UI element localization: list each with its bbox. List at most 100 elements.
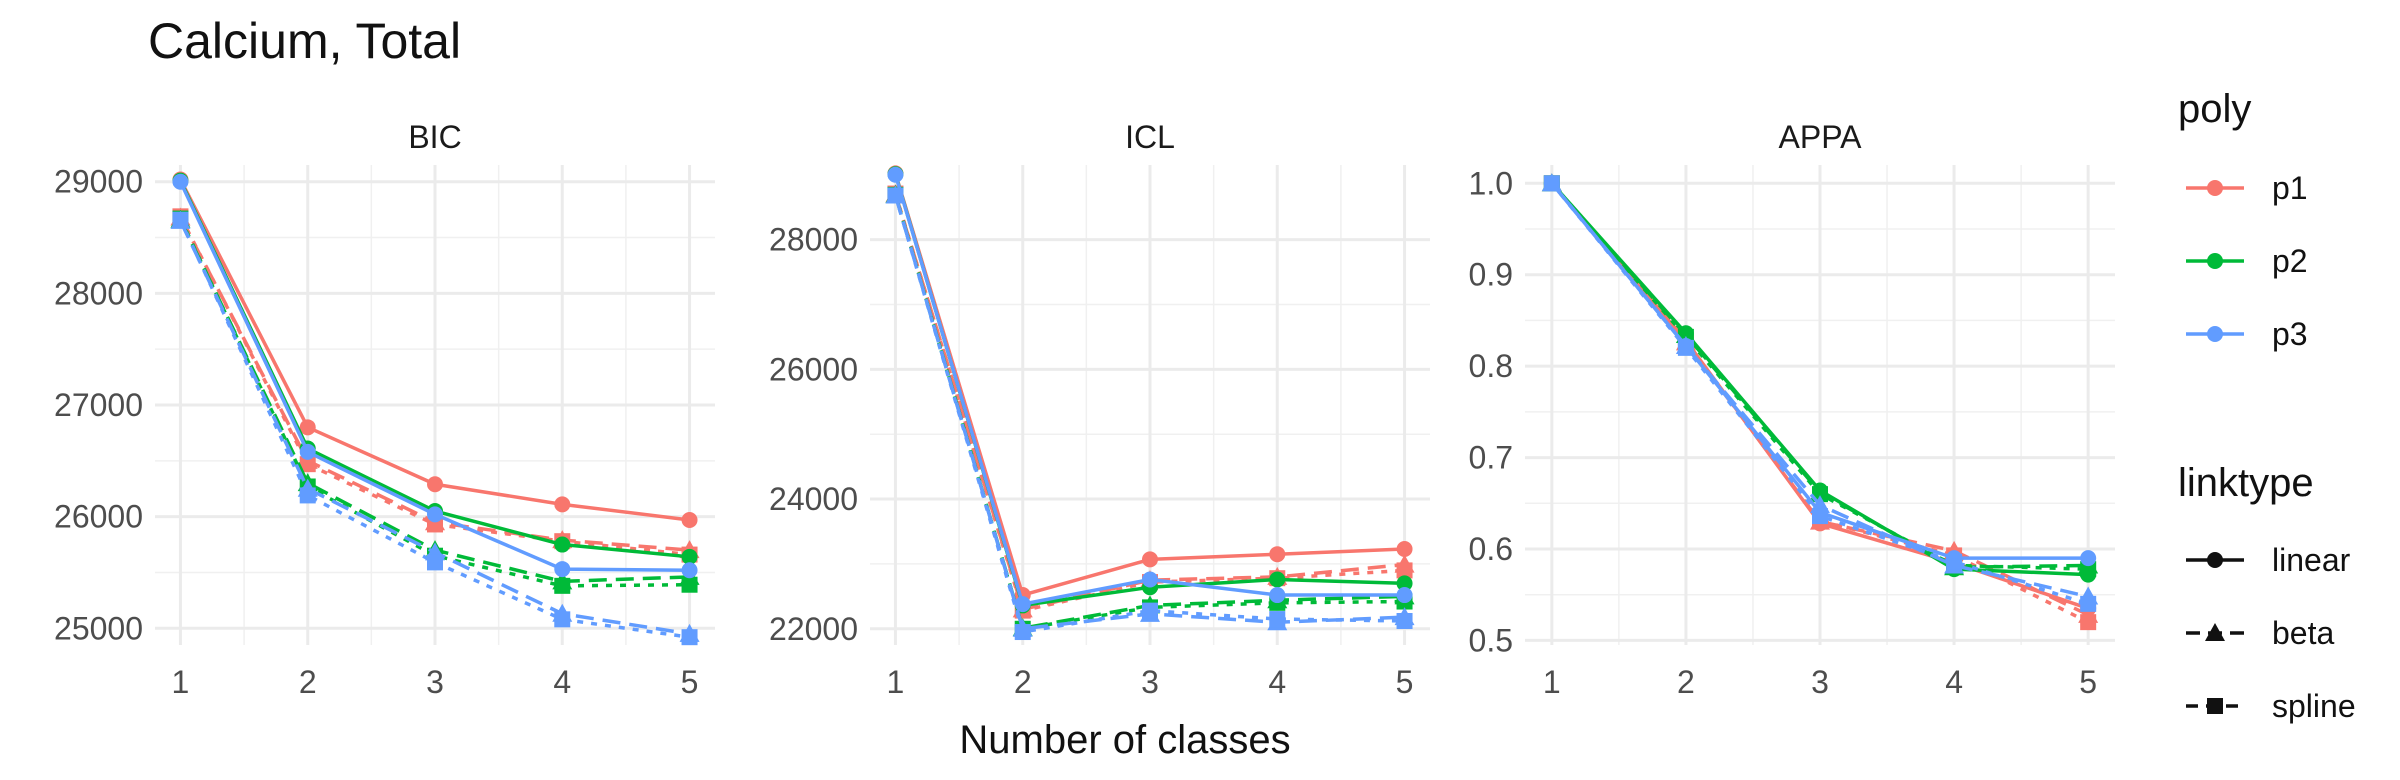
y-tick-label: 29000 (54, 164, 143, 200)
x-tick-label: 3 (1141, 664, 1159, 700)
legend-title-linktype: linktype (2178, 461, 2314, 505)
data-point (554, 536, 571, 553)
series-line (178, 215, 690, 557)
series-p3-linear (887, 166, 1413, 613)
legend-label: beta (2272, 615, 2334, 651)
data-point (1396, 541, 1413, 557)
y-tick-label: 24000 (769, 481, 858, 517)
data-point (299, 443, 316, 460)
y-tick-label: 0.7 (1469, 440, 1513, 476)
facet-label-icl: ICL (1125, 119, 1175, 155)
x-tick-label: 5 (2079, 664, 2097, 700)
legend-item-linear: linear (2186, 542, 2351, 578)
x-tick-label: 4 (553, 664, 571, 700)
series-p3-spline (172, 211, 698, 646)
series-line (893, 193, 1405, 612)
legend-swatch-marker (2205, 623, 2225, 641)
x-tick-label: 5 (681, 664, 699, 700)
panel-bic: 1 2 3 4 5 25000 26000 27000 28000 29000 BIC (54, 119, 715, 700)
legend-label: linear (2272, 542, 2351, 578)
data-point (427, 506, 443, 523)
x-tick-label: 1 (887, 664, 905, 700)
data-point (1269, 611, 1286, 628)
data-point (1014, 624, 1031, 641)
legend-swatch-marker (2207, 180, 2223, 196)
legend-label: p2 (2272, 243, 2308, 279)
data-point (681, 548, 698, 565)
data-point (2080, 595, 2097, 612)
data-point (554, 561, 571, 578)
data-point (681, 629, 698, 646)
data-point (1812, 508, 1828, 525)
data-point (1396, 562, 1413, 579)
legend-swatch-marker (2207, 698, 2223, 714)
data-point (1269, 587, 1286, 604)
y-tick-label: 25000 (54, 610, 143, 646)
data-point (172, 211, 189, 228)
y-tick-label: 1.0 (1469, 165, 1513, 201)
data-point (1269, 571, 1286, 588)
x-tick-label: 5 (1396, 664, 1414, 700)
x-tick-label: 1 (172, 664, 190, 700)
facet-label-appa: APPA (1779, 119, 1863, 155)
data-point (427, 554, 443, 571)
data-point (1677, 339, 1694, 356)
y-tick-label: 28000 (769, 222, 858, 258)
legend-item-spline: spline (2186, 688, 2356, 724)
legend: poly p1 p2 p3 linktype linear beta spline (2178, 87, 2356, 724)
data-point (681, 562, 698, 579)
legend-item-p1: p1 (2186, 170, 2308, 206)
x-axis-label: Number of classes (959, 718, 1290, 762)
series-p3-spline (1543, 175, 2097, 612)
panel-icl: 1 2 3 4 5 22000 24000 26000 28000 ICL (769, 119, 1430, 700)
legend-label: spline (2272, 688, 2356, 724)
data-point (299, 487, 316, 504)
legend-swatch-marker (2207, 326, 2223, 342)
y-tick-label: 0.8 (1469, 348, 1513, 384)
legend-swatch-marker (2207, 552, 2223, 568)
data-point (1396, 613, 1413, 629)
x-tick-label: 3 (1811, 664, 1829, 700)
x-tick-label: 2 (1014, 664, 1032, 700)
y-tick-label: 28000 (54, 275, 143, 311)
legend-label: p1 (2272, 170, 2308, 206)
data-point (1396, 575, 1413, 592)
data-point (299, 456, 316, 473)
series-p3-spline (887, 187, 1413, 641)
data-point (2080, 550, 2097, 567)
data-point (1142, 551, 1158, 568)
y-tick-label: 26000 (54, 499, 143, 535)
data-point (1269, 546, 1286, 563)
y-tick-label: 22000 (769, 611, 858, 647)
data-point (681, 511, 698, 528)
legend-title-poly: poly (2178, 87, 2251, 131)
x-tick-label: 3 (426, 664, 444, 700)
panel-appa: 1 2 3 4 5 0.5 0.6 0.7 0.8 0.9 1.0 APPA (1469, 119, 2115, 700)
chart-title: Calcium, Total (148, 13, 462, 69)
x-tick-label: 4 (1945, 664, 1963, 700)
data-point (887, 187, 904, 204)
data-point (681, 576, 698, 593)
facet-label-bic: BIC (408, 119, 461, 155)
x-tick-label: 2 (1677, 664, 1695, 700)
legend-label: p3 (2272, 316, 2308, 352)
y-tick-label: 27000 (54, 387, 143, 423)
y-tick-label: 26000 (769, 351, 858, 387)
data-point (1543, 175, 1560, 192)
data-point (1014, 596, 1031, 613)
series-line (1550, 182, 2089, 606)
legend-item-beta: beta (2186, 615, 2334, 651)
y-tick-label: 0.6 (1469, 531, 1513, 567)
legend-swatch-marker (2207, 253, 2223, 269)
series-p3-linear (172, 173, 698, 579)
data-point (554, 577, 571, 594)
data-point (1142, 571, 1158, 588)
x-tick-label: 4 (1268, 664, 1286, 700)
data-point (554, 611, 571, 628)
data-point (299, 419, 316, 436)
data-point (1946, 553, 1963, 570)
data-point (554, 496, 571, 513)
legend-item-p2: p2 (2186, 243, 2308, 279)
x-tick-label: 2 (299, 664, 317, 700)
